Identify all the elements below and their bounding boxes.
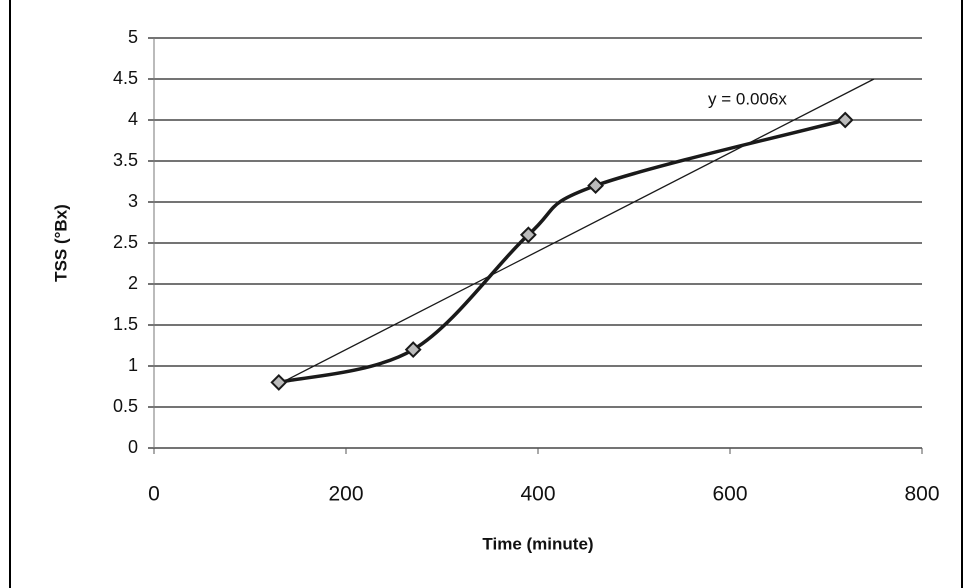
data-marker (404, 341, 422, 359)
data-marker (270, 373, 288, 391)
x-tick-label: 200 (328, 483, 363, 506)
y-tick-label: 4.5 (113, 68, 138, 88)
plot-layer: 0 0.5 1 1.5 2 2.5 3 3.5 4 4.5 5 0 200 400 600 800 y = 0.… (113, 27, 940, 506)
y-tick-label: 0.5 (113, 396, 138, 416)
data-marker (587, 177, 605, 195)
y-tick-label: 4 (128, 109, 138, 129)
x-axis-title: Time (minute) (482, 534, 593, 553)
y-tick-label: 1.5 (113, 314, 138, 334)
y-axis-title: TSS (°Bx) (51, 204, 70, 282)
data-marker (519, 226, 537, 244)
trendline-label: y = 0.006x (708, 89, 787, 108)
chart-frame (9, 0, 963, 588)
y-tick-label: 3.5 (113, 150, 138, 170)
data-marker (836, 111, 854, 129)
y-tick-label: 2 (128, 273, 138, 293)
y-tick-label: 0 (128, 437, 138, 457)
y-tick-label: 2.5 (113, 232, 138, 252)
x-tick-label: 0 (148, 483, 160, 506)
x-tick-label: 600 (712, 483, 747, 506)
y-tick-label: 1 (128, 355, 138, 375)
y-tick-label: 3 (128, 191, 138, 211)
trendline (278, 78, 875, 385)
x-tick-label: 800 (904, 483, 939, 506)
y-tick-label: 5 (128, 27, 138, 47)
x-tick-label: 400 (520, 483, 555, 506)
